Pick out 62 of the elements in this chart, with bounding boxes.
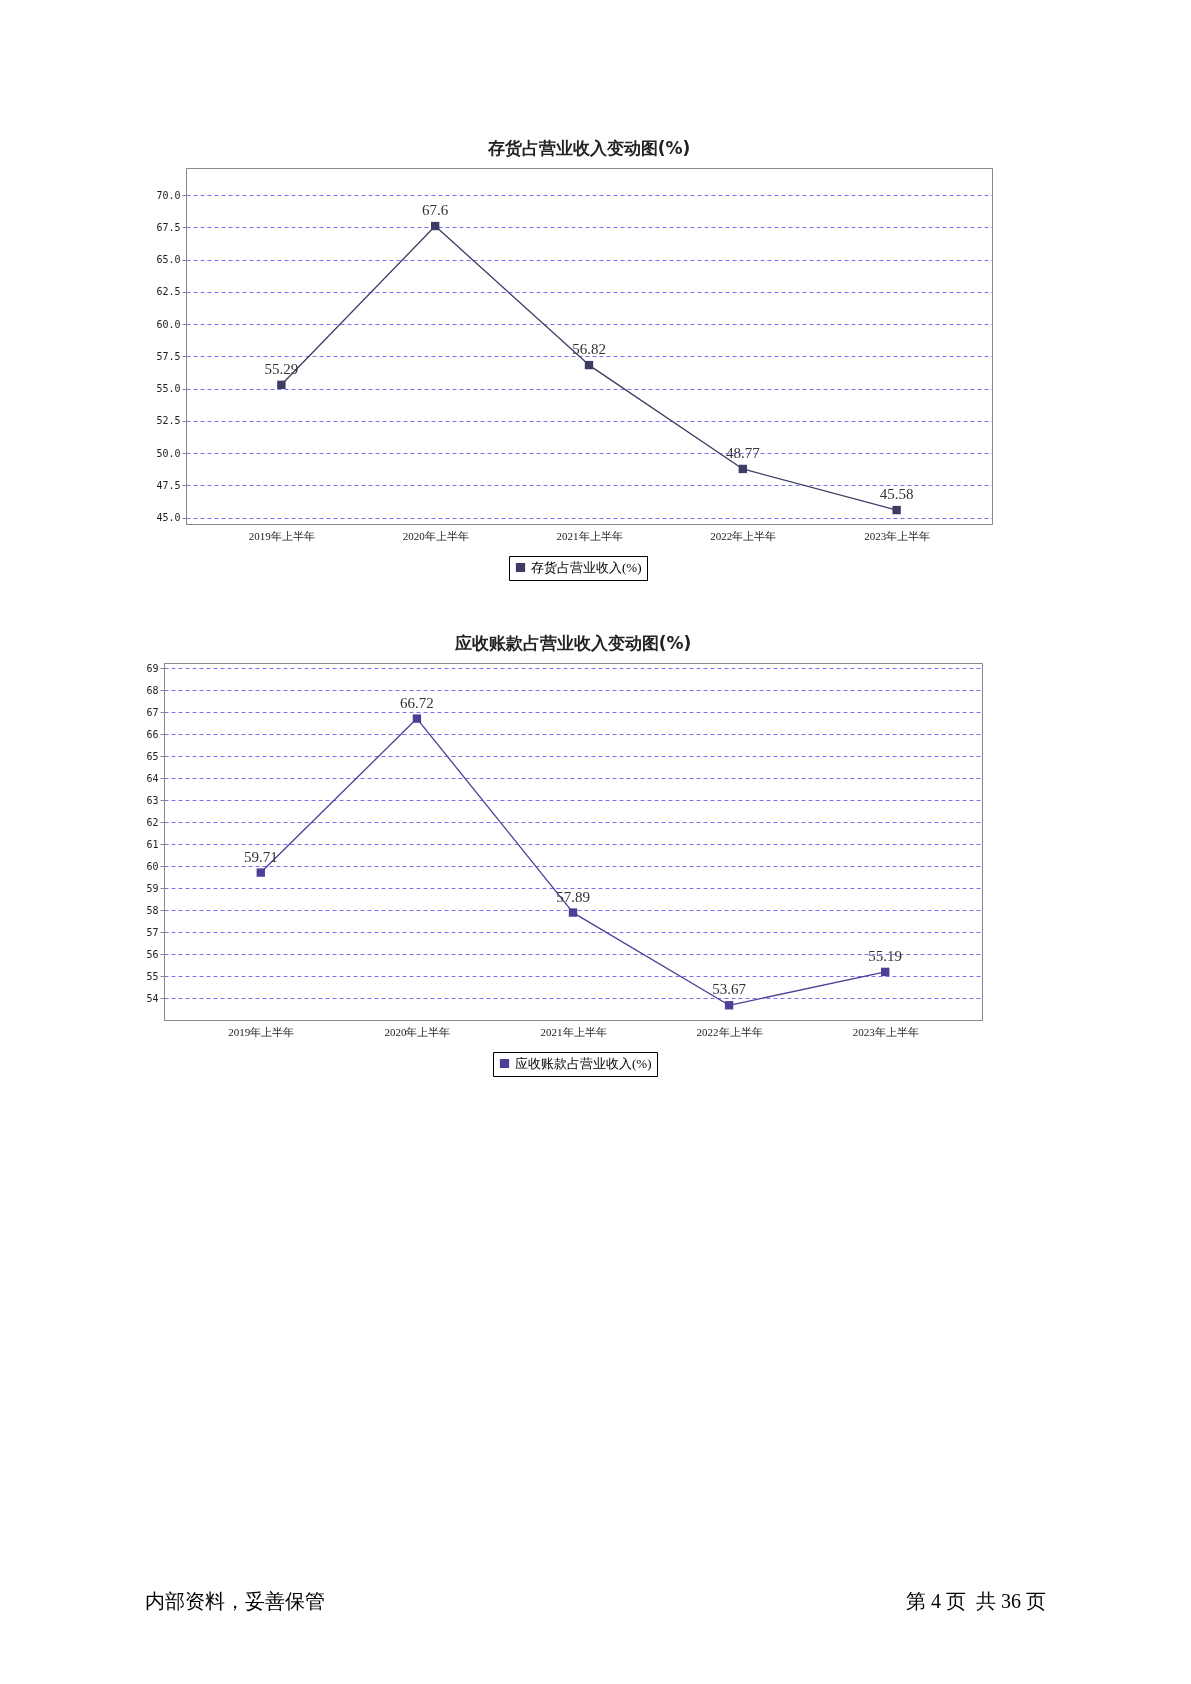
point	[412, 714, 422, 723]
data-label: 48.77	[725, 444, 761, 461]
data-label: 55.19	[868, 947, 903, 964]
y-tick-label: 62	[146, 816, 159, 828]
x-tick-label: 2019年上半年	[248, 529, 315, 542]
point	[277, 380, 286, 390]
y-tick-label: 70.0	[156, 189, 181, 201]
x-tick-label: 2023年上半年	[852, 1025, 919, 1038]
point	[568, 908, 578, 917]
text: 第 4 页 共 36 页	[906, 1589, 1046, 1614]
y-tick-label: 45.0	[156, 512, 181, 524]
point	[892, 505, 901, 515]
y-tick-label: 50.0	[156, 447, 181, 459]
data-label: 66.72	[400, 694, 434, 711]
legend-label: 应收账款占营业收入(%)	[515, 1055, 652, 1071]
y-tick-label: 55	[146, 970, 159, 982]
x-tick-label: 2019年上半年	[228, 1025, 295, 1038]
y-tick-label: 67	[146, 706, 159, 718]
y-tick-label: 56	[146, 948, 159, 960]
x-tick-label: 2021年上半年	[556, 529, 623, 542]
point	[584, 360, 594, 370]
y-tick-label: 69	[146, 662, 159, 674]
point	[256, 868, 265, 877]
y-tick-label: 61	[146, 838, 159, 850]
x-tick-label: 2022年上半年	[696, 1025, 763, 1038]
x-tick-label: 2020年上半年	[384, 1025, 451, 1038]
y-tick-label: 64	[146, 772, 159, 784]
point	[738, 464, 747, 474]
x-tick-label: 2023年上半年	[864, 529, 931, 542]
point	[881, 967, 890, 977]
y-tick-label: 57.5	[156, 350, 181, 362]
y-tick-label: 60	[146, 860, 159, 872]
x-tick-label: 2021年上半年	[540, 1025, 607, 1038]
y-tick-label: 52.5	[156, 415, 181, 427]
point	[431, 221, 440, 231]
x-tick-label: 2020年上半年	[402, 529, 469, 542]
data-label: 67.6	[422, 202, 449, 219]
data-label: 45.58	[879, 486, 914, 503]
text: 内部资料，妥善保管	[145, 1589, 325, 1614]
y-tick-label: 65	[146, 750, 159, 762]
y-tick-label: 58	[146, 904, 159, 916]
y-tick-label: 62.5	[156, 286, 181, 298]
data-label: 55.29	[264, 360, 299, 377]
legend-label: 存货占营业收入(%)	[531, 559, 642, 575]
data-label: 59.71	[243, 848, 278, 865]
data-label: 53.67	[712, 981, 747, 998]
chart-title: 存货占营业收入变动图(%)	[486, 138, 691, 158]
chart-title: 应收账款占营业收入变动图(%)	[453, 633, 692, 653]
y-tick-label: 59	[146, 882, 159, 894]
y-tick-label: 54	[146, 992, 159, 1004]
y-tick-label: 60.0	[156, 318, 181, 330]
y-tick-label: 47.5	[156, 479, 181, 491]
y-tick-label: 66	[146, 728, 159, 740]
x-tick-label: 2022年上半年	[710, 529, 777, 542]
point	[724, 1001, 734, 1010]
y-tick-label: 57	[146, 926, 159, 938]
y-tick-label: 67.5	[156, 221, 181, 233]
y-tick-label: 55.0	[156, 383, 181, 395]
y-tick-label: 63	[146, 794, 159, 806]
data-label: 56.82	[572, 341, 606, 358]
y-tick-label: 68	[146, 684, 159, 696]
y-tick-label: 65.0	[156, 254, 181, 266]
